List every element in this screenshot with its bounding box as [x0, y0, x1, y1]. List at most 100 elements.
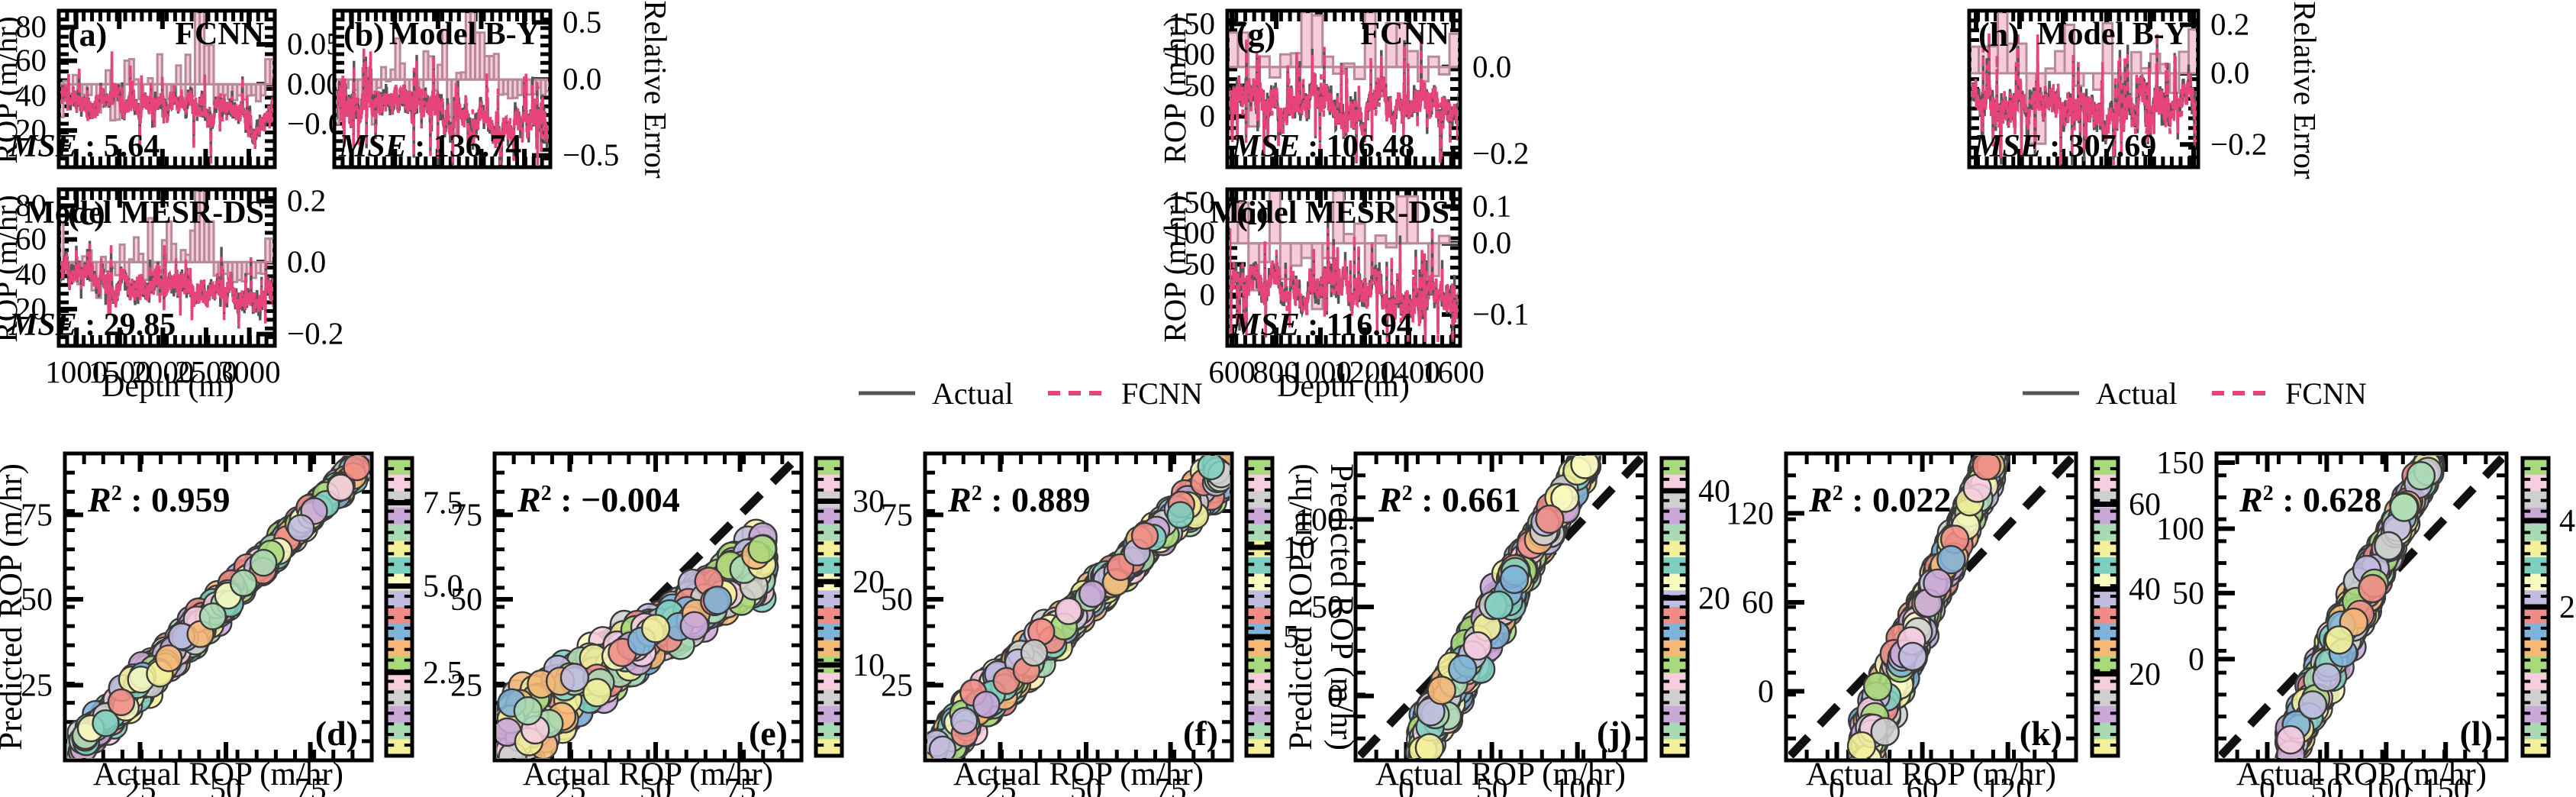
identity-line: [1788, 456, 2074, 758]
y-tick-label: 20: [15, 291, 47, 326]
y2-tick-label: 0.1: [1472, 189, 1511, 224]
colorbar-segment: [2523, 607, 2549, 624]
error-bar: [2178, 50, 2190, 75]
panel-k-plot: [1788, 456, 2074, 758]
y-tick-label: 0: [2188, 642, 2204, 677]
scatter-point: [154, 644, 183, 673]
y-tick-label: 0: [1327, 679, 1343, 715]
colorbar-segment: [1246, 739, 1272, 757]
error-bar: [105, 69, 112, 86]
scatter-point: [1862, 672, 1893, 702]
y-tick-label: 75: [881, 498, 913, 533]
colorbar-segment: [1662, 458, 1688, 476]
panel-tag: (e): [749, 714, 788, 753]
panel-j-plot: [1358, 456, 1643, 758]
r2-annotation: R2 : 0.022: [1808, 480, 1952, 519]
error-bar: [1352, 66, 1366, 81]
scatter-point: [92, 709, 120, 737]
y-tick-label: 40: [15, 257, 47, 292]
colorbar-segment: [386, 458, 412, 476]
panel-f: [923, 451, 1234, 763]
colorbar-segment: [1662, 706, 1688, 724]
colorbar-segment: [2523, 524, 2549, 541]
y-tick-label: 50: [1184, 67, 1215, 102]
colorbar-segment: [816, 673, 842, 690]
colorbar-tick-label: 5.0: [423, 570, 463, 605]
colorbar-segment: [2092, 673, 2118, 690]
colorbar-segment: [816, 640, 842, 657]
error-bar: [114, 260, 121, 276]
colorbar-tick-label: 20: [2559, 590, 2576, 625]
panel-e: [492, 451, 804, 763]
r2-annotation: R2 : 0.661: [1378, 480, 1521, 519]
panel-a: [56, 8, 277, 169]
colorbar-segment: [2092, 640, 2118, 657]
x-axis-label: Actual ROP (m/hr): [1375, 757, 1626, 792]
colorbar-segment: [2523, 673, 2549, 690]
y-tick-label: 75: [21, 498, 53, 533]
panel-tag: (h): [1978, 16, 2020, 53]
y-tick-label: 50: [1311, 590, 1343, 625]
colorbar-segment: [1662, 673, 1688, 690]
panel-title: Model B-Y: [2037, 17, 2188, 52]
r2-annotation: R2 : 0.959: [87, 480, 231, 519]
x-tick-label: 50: [1476, 773, 1508, 797]
panel-tag: (i): [1236, 195, 1269, 232]
legend-fcnn-label: FCNN: [2285, 376, 2367, 411]
x-axis-label: Actual ROP (m/hr): [93, 757, 343, 792]
colorbar-tick-label: 40: [2559, 504, 2576, 539]
y-axis-label: Predicted ROP (m/hr): [0, 463, 29, 750]
colorbar-tick-label: 5: [1283, 620, 1299, 655]
colorbar-segment: [386, 706, 412, 724]
panel-c: [56, 187, 277, 348]
y2-tick-label: 0.0: [1472, 49, 1511, 84]
legend-actual-label: Actual: [932, 376, 1014, 411]
colorbar-segment: [2523, 458, 2549, 476]
predicted-line: [1230, 34, 1458, 163]
panel-tag: (a): [68, 16, 107, 53]
colorbar-segment: [386, 739, 412, 757]
mse-annotation: MSE : 307.69: [1973, 129, 2156, 164]
scatter-point: [1054, 597, 1083, 625]
colorbar-segment: [816, 524, 842, 541]
colorbar-segment: [2523, 557, 2549, 575]
predicted-line: [337, 47, 548, 165]
error-bar: [1278, 53, 1292, 69]
x-tick-label: 1600: [1422, 354, 1485, 389]
colorbar-segment: [2523, 706, 2549, 724]
colorbar-segment: [1246, 524, 1272, 541]
colorbar-segment: [816, 607, 842, 624]
y2-tick-label: −0.2: [287, 316, 343, 351]
y-tick-label: 0: [1200, 98, 1216, 133]
colorbar-tick-label: 30: [853, 485, 885, 520]
y2-tick-label: 0.0: [2210, 55, 2249, 90]
scatter-point: [2374, 531, 2404, 561]
scatter-point: [1414, 733, 1445, 758]
x-tick-label: 60: [1907, 773, 1939, 797]
colorbar-segment: [1246, 590, 1272, 608]
scatter-point: [2297, 690, 2328, 720]
colorbar-segment: [386, 607, 412, 624]
y-axis-label: ROP (m/hr): [0, 16, 24, 163]
colorbar-segment: [816, 458, 842, 476]
scatter-point: [2389, 492, 2419, 522]
scatter-point: [1936, 544, 1966, 575]
colorbar-segment: [1246, 640, 1272, 657]
x-axis-label: Depth (m): [102, 369, 234, 404]
x-tick-label: 1000: [1289, 354, 1352, 389]
colorbar-segment: [1662, 640, 1688, 657]
colorbar-segment: [816, 557, 842, 575]
colorbar-segment: [1662, 491, 1688, 508]
y-axis-label: ROP (m/hr): [1157, 16, 1192, 163]
y-tick-label: 100: [1295, 502, 1343, 537]
panel-a-plot: [61, 13, 272, 164]
error-bar: [1300, 242, 1314, 260]
colorbar-segment: [1662, 739, 1688, 757]
x-tick-label: 0: [1829, 773, 1845, 797]
panel-title: FCNN: [175, 17, 264, 52]
y-tick-label: 20: [15, 112, 47, 147]
panel-l-plot: [2219, 456, 2504, 758]
colorbar-segment: [386, 640, 412, 657]
colorbar-tick-label: 7.5: [423, 486, 463, 521]
x-tick-label: 1500: [89, 354, 151, 389]
